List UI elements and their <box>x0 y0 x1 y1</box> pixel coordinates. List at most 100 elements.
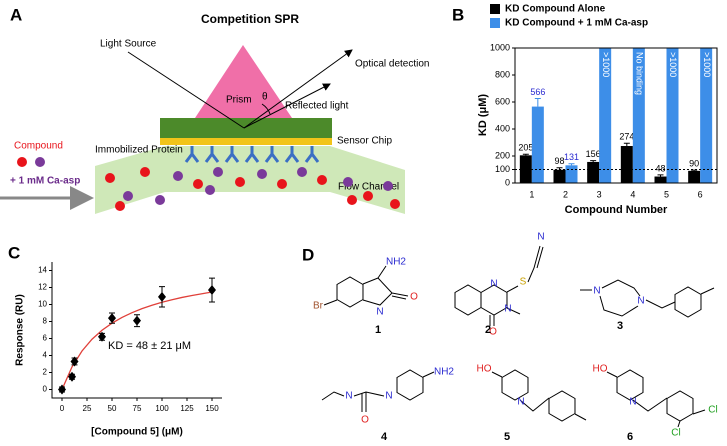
atom-label: Cl <box>671 428 680 439</box>
y-tick-label: 600 <box>495 96 510 106</box>
prism-label: Prism <box>226 95 252 106</box>
x-tick-label: 3 <box>597 189 602 199</box>
data-point <box>70 356 79 367</box>
light-source: Light Source <box>100 39 157 50</box>
panel-b: B 0 100 200 400 600 800 1000 1 205 566 2 98 131 3 156 >1… <box>452 4 718 216</box>
bonds <box>491 371 587 421</box>
value-label: No binding <box>634 52 644 95</box>
y-axis-label: KD (μM) <box>477 94 489 137</box>
compound-dot <box>17 157 27 167</box>
bonds <box>323 265 409 306</box>
error-bar <box>568 163 575 166</box>
angle-arc <box>261 103 271 115</box>
ca-asp-label: + 1 mM Ca-asp <box>10 176 80 187</box>
atom-label: N <box>637 296 644 307</box>
bar <box>688 170 701 183</box>
ring <box>674 286 702 318</box>
y-tick-label: 2 <box>43 368 48 377</box>
data-point <box>158 291 166 302</box>
compound-label: Compound <box>14 141 63 152</box>
molecule <box>297 167 307 177</box>
x-axis-label: Compound Number <box>565 204 668 216</box>
atom-label: N <box>593 286 600 297</box>
antibody <box>224 146 240 163</box>
panel-label: C <box>8 243 20 262</box>
bar <box>654 176 667 183</box>
x-tick-label: 0 <box>60 404 65 413</box>
bar <box>565 165 578 183</box>
atom-label: N <box>345 391 352 402</box>
atom-label: Cl <box>708 405 717 416</box>
error-bar <box>623 142 630 147</box>
gold-layer <box>160 138 332 145</box>
antibody <box>184 146 200 163</box>
x-tick-label: 150 <box>205 404 219 413</box>
bonds <box>489 245 544 326</box>
value-label: 156 <box>586 149 601 159</box>
antibody <box>244 146 260 163</box>
x-tick-label: 6 <box>698 189 703 199</box>
value-label: 98 <box>554 156 564 166</box>
bar <box>632 48 645 183</box>
y-tick-label: 800 <box>495 69 510 79</box>
reflected-ray <box>243 83 331 129</box>
x-axis-label: [Compound 5] (μM) <box>91 427 183 438</box>
antibody <box>204 146 220 163</box>
molecule <box>105 173 115 183</box>
value-label: 131 <box>564 152 579 162</box>
data-point <box>58 384 66 395</box>
y-tick-label: 10 <box>38 300 47 309</box>
ring <box>396 369 424 401</box>
y-tick-label: 12 <box>38 283 47 292</box>
error-bar <box>691 169 698 171</box>
axes <box>51 262 222 399</box>
ring <box>336 276 364 308</box>
molecule <box>193 179 203 189</box>
atom-label: HO <box>593 364 608 375</box>
bar <box>531 106 544 183</box>
atom-label: N <box>490 279 497 290</box>
x-tick-label: 2 <box>563 189 568 199</box>
atom-label: O <box>410 292 418 303</box>
bar <box>700 48 713 183</box>
bar <box>519 155 532 183</box>
y-tick-label: 8 <box>43 317 48 326</box>
ring <box>501 369 529 401</box>
x-tick-label: 100 <box>155 404 169 413</box>
plot-frame <box>514 47 718 184</box>
molecule <box>347 195 357 205</box>
bonds <box>606 371 706 428</box>
x-tick-label: 50 <box>108 404 117 413</box>
y-tick-label: 14 <box>38 266 47 275</box>
atom-label: Br <box>313 301 324 312</box>
atom-label: N <box>517 397 524 408</box>
atom-label: N <box>504 304 511 315</box>
antibodies <box>184 146 320 163</box>
atom-label: N <box>537 232 544 243</box>
atom-label: N <box>385 391 392 402</box>
y-tick-label: 400 <box>495 123 510 133</box>
compound-number: 3 <box>617 320 623 332</box>
sensor-chip-label: Sensor Chip <box>337 136 392 147</box>
legend-label: KD Compound + 1 mM Ca-asp <box>505 18 648 29</box>
y-tick-label: 1000 <box>490 42 510 52</box>
data-point <box>133 315 141 326</box>
atom-label: S <box>520 277 527 288</box>
atom-label: O <box>361 415 369 426</box>
x-tick-label: 25 <box>83 404 92 413</box>
immobilized-protein: Immobilized Protein <box>95 145 183 156</box>
compound-number: 5 <box>504 431 510 443</box>
data-point <box>98 331 106 342</box>
atom-label: HO <box>477 364 492 375</box>
value-label: 90 <box>689 159 699 169</box>
atom-label: N <box>629 397 636 408</box>
annotation: KD = 48 ± 21 μM <box>108 340 191 352</box>
data-point <box>208 285 216 296</box>
error-bar <box>522 153 529 156</box>
x-tick-label: 5 <box>664 189 669 199</box>
bonds <box>321 371 435 412</box>
molecule <box>317 175 327 185</box>
error-bar <box>657 174 664 177</box>
y-tick-label: 100 <box>495 164 510 174</box>
